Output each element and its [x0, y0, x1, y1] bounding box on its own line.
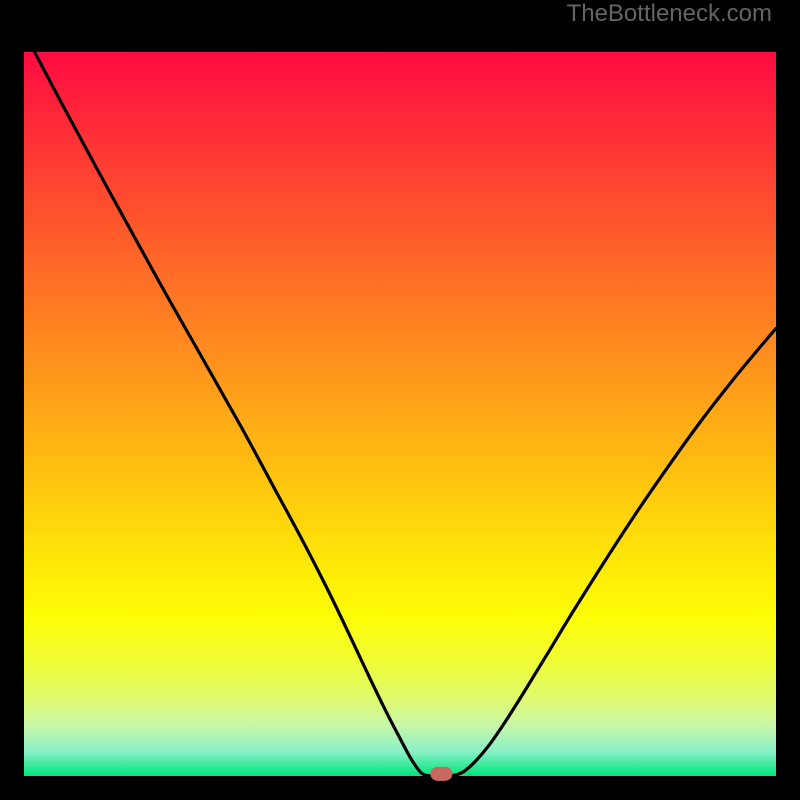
bottleneck-curve: [35, 52, 776, 776]
chart-root: { "canvas": { "width": 800, "height": 80…: [0, 0, 800, 800]
watermark-text: TheBottleneck.com: [567, 0, 772, 28]
curve-overlay: [0, 0, 800, 800]
optimal-point-marker: [430, 767, 452, 781]
